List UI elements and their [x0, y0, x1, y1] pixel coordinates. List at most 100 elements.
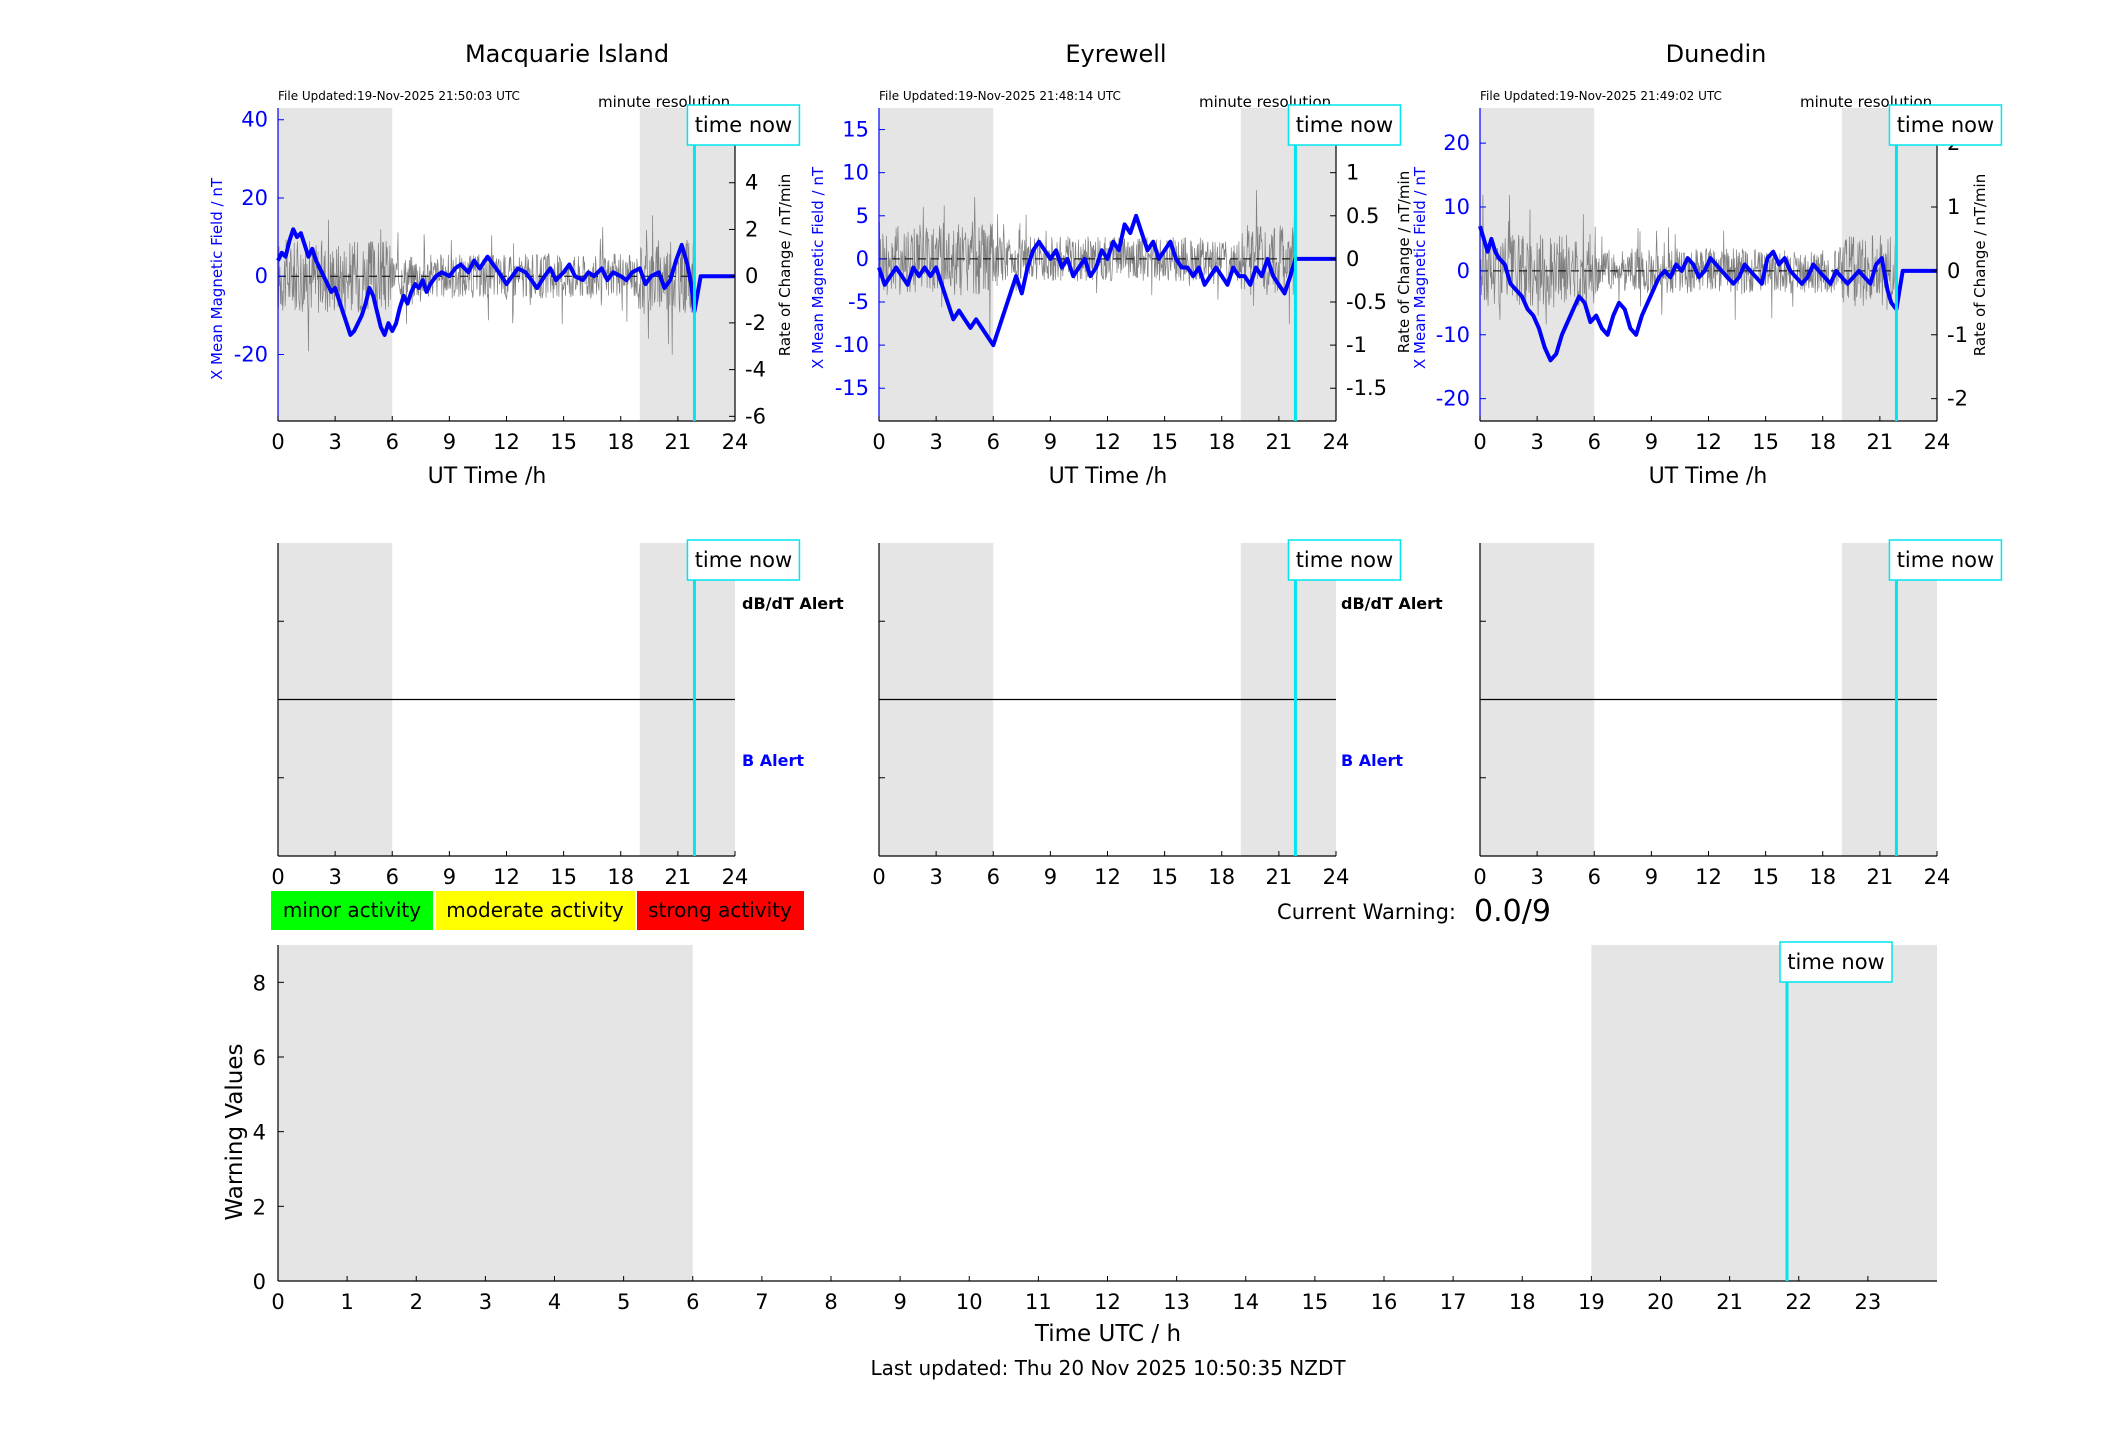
y-tick-label-right: 0.5	[1346, 204, 1379, 228]
panel-title: Macquarie Island	[465, 40, 669, 68]
panel-title: Eyrewell	[1065, 40, 1166, 68]
alert-panel-macquarie: 0 3 6 9 12 15 18 21 24 time now dB/dT Alert B Ale…	[271, 539, 844, 889]
x-tick-label: 12	[1695, 865, 1722, 889]
x-tick-label: 24	[1323, 430, 1350, 454]
y-tick-label-right: -2	[745, 311, 766, 335]
legend-minor-label: minor activity	[283, 898, 421, 922]
y-axis-label-right: Rate of Change / nT/min	[1395, 171, 1413, 353]
x-tick-label: 9	[443, 430, 456, 454]
night-shade	[278, 945, 693, 1281]
y-tick-label-right: -0.5	[1346, 290, 1387, 314]
y-tick-label-left: 0	[255, 264, 268, 288]
x-tick-label: 21	[1867, 430, 1894, 454]
time-now-label: time now	[1296, 113, 1393, 137]
y-tick-label-left: -20	[1436, 387, 1470, 411]
y-tick-label: 2	[253, 1195, 266, 1219]
x-tick-label: 4	[548, 1290, 561, 1314]
y-tick-label-left: -10	[835, 333, 869, 357]
legend-strong-label: strong activity	[648, 898, 792, 922]
x-tick-label: 6	[686, 1290, 699, 1314]
time-now-label: time now	[1897, 548, 1994, 572]
time-now-box	[1287, 539, 1402, 581]
x-tick-label: 12	[1695, 430, 1722, 454]
x-tick-label: 18	[607, 430, 634, 454]
time-now-label: time now	[1296, 548, 1393, 572]
panel-title: Dunedin	[1666, 40, 1767, 68]
x-tick-label: 3	[929, 865, 942, 889]
y-tick-label: 8	[253, 971, 266, 995]
time-now-box	[1888, 104, 2003, 146]
activity-legend: minor activity moderate activity strong …	[271, 891, 804, 930]
x-tick-label: 21	[1266, 865, 1293, 889]
x-tick-label: 9	[1645, 865, 1658, 889]
legend-minor-box	[271, 891, 433, 930]
x-tick-label: 12	[493, 430, 520, 454]
x-tick-label: 6	[987, 430, 1000, 454]
time-now-box	[686, 104, 801, 146]
file-updated: File Updated:19-Nov-2025 21:48:14 UTC	[879, 89, 1121, 103]
x-tick-label: 6	[987, 865, 1000, 889]
x-tick-label: 0	[271, 1290, 284, 1314]
time-now-box	[686, 539, 801, 581]
y-tick-label-left: 20	[241, 186, 268, 210]
x-tick-label: 12	[1094, 1290, 1121, 1314]
x-tick-label: 3	[328, 430, 341, 454]
magnetic-field-line	[1478, 225, 1937, 363]
y-tick-label-right: 0	[1346, 247, 1359, 271]
alert-panel-dunedin: 0 3 6 9 12 15 18 21 24 time now	[1473, 539, 2003, 889]
x-tick-label: 23	[1855, 1290, 1882, 1314]
night-shade	[1240, 108, 1336, 421]
x-tick-label: 3	[929, 430, 942, 454]
x-tick-label: 16	[1371, 1290, 1398, 1314]
x-tick-label: 15	[1302, 1290, 1329, 1314]
x-tick-label: 8	[824, 1290, 837, 1314]
y-tick-label-right: 1	[1346, 161, 1359, 185]
x-axis-label: Time UTC / h	[1034, 1321, 1181, 1347]
y-tick-label: 6	[253, 1046, 266, 1070]
y-tick-label-left: -5	[848, 290, 869, 314]
x-tick-label: 0	[1473, 430, 1486, 454]
x-tick-label: 18	[1208, 430, 1235, 454]
y-axis-label-left: X Mean Magnetic Field / nT	[208, 177, 226, 380]
x-tick-label: 9	[1044, 430, 1057, 454]
y-tick-label-left: 0	[1457, 259, 1470, 283]
x-tick-label: 11	[1025, 1290, 1052, 1314]
legend-moderate-box	[436, 891, 635, 930]
y-tick-label-left: 5	[856, 204, 869, 228]
x-tick-label: 0	[271, 430, 284, 454]
file-updated: File Updated:19-Nov-2025 21:50:03 UTC	[278, 89, 520, 103]
x-tick-label: 6	[1588, 865, 1601, 889]
y-tick-label-right: 2	[745, 217, 758, 241]
x-tick-label: 15	[1752, 430, 1779, 454]
y-tick-label-left: 20	[1443, 131, 1470, 155]
x-tick-label: 24	[1924, 430, 1951, 454]
x-axis-label: UT Time /h	[1649, 464, 1768, 489]
x-tick-label: 18	[1208, 865, 1235, 889]
y-axis-label-right: Rate of Change / nT/min	[1971, 174, 1989, 356]
y-tick-label-right: -2	[1947, 387, 1968, 411]
x-tick-label: 21	[665, 430, 692, 454]
x-tick-label: 15	[550, 430, 577, 454]
x-axis-label: UT Time /h	[428, 464, 547, 489]
alert-panel-eyrewell: 0 3 6 9 12 15 18 21 24 time now dB/dT Alert B Ale…	[872, 539, 1443, 889]
x-tick-label: 9	[893, 1290, 906, 1314]
x-tick-label: 17	[1440, 1290, 1467, 1314]
y-tick-label-right: -6	[745, 404, 766, 428]
magnetic-field-line	[877, 213, 1336, 348]
y-tick-label-right: 4	[745, 171, 758, 195]
y-tick-label-left: -10	[1436, 323, 1470, 347]
x-tick-label: 5	[617, 1290, 630, 1314]
x-tick-label: 1	[340, 1290, 353, 1314]
b-alert-label: B Alert	[1341, 751, 1403, 770]
dbdt-alert-label: dB/dT Alert	[1341, 594, 1443, 613]
time-now-box	[1287, 104, 1402, 146]
y-tick-label-left: 40	[241, 108, 268, 132]
magnetic-field-line	[276, 227, 735, 337]
y-tick-label: 4	[253, 1121, 266, 1145]
x-tick-label: 15	[550, 865, 577, 889]
time-now-box	[1779, 941, 1893, 983]
y-tick-label-left: 15	[842, 118, 869, 142]
x-tick-label: 3	[479, 1290, 492, 1314]
y-tick-label-right: 0	[1947, 259, 1960, 283]
